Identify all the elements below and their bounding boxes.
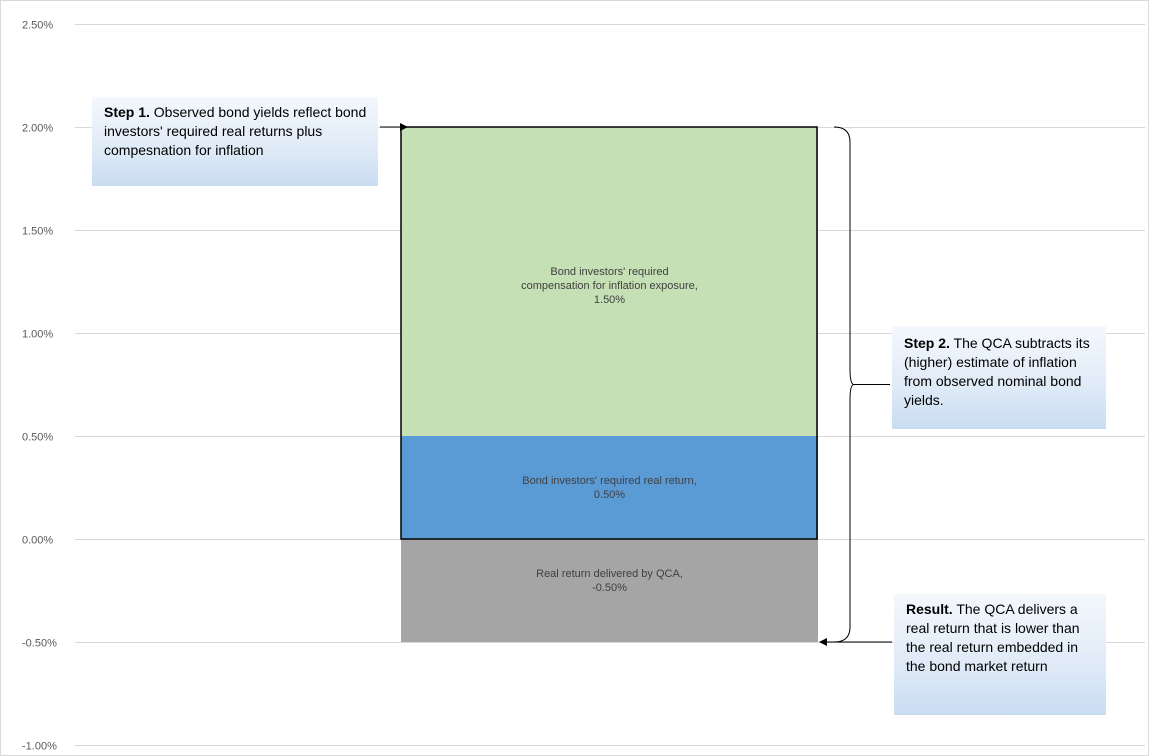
data-label-inflation-compensation: 1.50% xyxy=(594,294,625,306)
y-tick-label: 0.50% xyxy=(22,432,53,444)
outline-group xyxy=(400,126,818,540)
step2-brace xyxy=(833,126,855,643)
y-tick-label: 0.00% xyxy=(22,535,53,547)
data-label-real-return-delivered: Real return delivered by QCA, xyxy=(536,568,683,580)
data-label-required-real-return: Bond investors' required real return, xyxy=(522,475,697,487)
bar-segment-real-return-delivered xyxy=(401,539,818,642)
data-label-inflation-compensation: compensation for inflation exposure, xyxy=(521,280,698,292)
bar-segment-inflation-compensation xyxy=(401,127,818,436)
stacked-bar xyxy=(401,127,818,642)
segment-labels: Real return delivered by QCA, -0.50% Bond … xyxy=(521,266,698,594)
step1-callout-text: Observed bond yields reflect bond invest… xyxy=(104,104,367,158)
y-tick-label: 1.50% xyxy=(22,226,53,238)
step2-callout-heading: Step 2. xyxy=(904,335,950,351)
y-tick-label: -1.00% xyxy=(22,741,57,753)
y-tick-label: 2.50% xyxy=(22,20,53,32)
data-label-real-return-delivered: -0.50% xyxy=(592,582,627,594)
step1-callout: Step 1. Observed bond yields reflect bon… xyxy=(92,97,378,186)
nominal-yield-outline xyxy=(400,126,818,540)
annotation-arrows xyxy=(380,123,892,646)
step1-callout-heading: Step 1. xyxy=(104,104,150,120)
result-callout: Result. The QCA delivers a real return t… xyxy=(894,594,1106,715)
step2-callout-text: The QCA subtracts its (higher) estimate … xyxy=(904,335,1090,408)
y-tick-label: -0.50% xyxy=(22,638,57,650)
step2-callout: Step 2. The QCA subtracts its (higher) e… xyxy=(892,326,1106,429)
result-callout-text: The QCA delivers a real return that is l… xyxy=(906,601,1080,674)
data-label-required-real-return: 0.50% xyxy=(594,489,625,501)
y-tick-label: 2.00% xyxy=(22,123,53,135)
bar-segment-required-real-return xyxy=(401,436,818,539)
y-tick-labels: 2.50% 2.00% 1.50% 1.00% 0.50% 0.00% -0.50% -1.0… xyxy=(22,20,57,753)
result-callout-heading: Result. xyxy=(906,601,953,617)
y-tick-label: 1.00% xyxy=(22,329,53,341)
data-label-inflation-compensation: Bond investors' required xyxy=(550,266,668,278)
